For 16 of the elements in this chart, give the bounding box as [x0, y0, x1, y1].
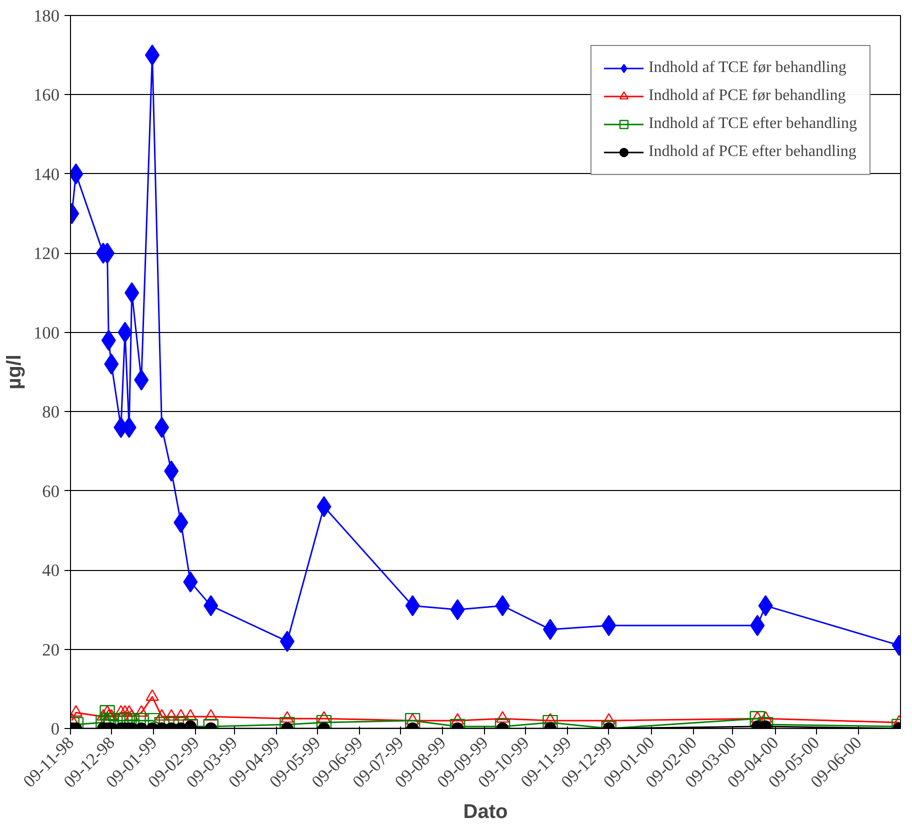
legend-label: Indhold af TCE efter behandling: [648, 115, 857, 133]
y-tick-label: 0: [50, 720, 60, 738]
y-tick-label: 140: [34, 164, 60, 184]
y-tick-label: 180: [34, 6, 60, 26]
y-tick-label: 80: [42, 402, 60, 422]
y-tick-label: 160: [34, 86, 60, 105]
y-tick-label: 120: [34, 244, 60, 264]
y-tick-label: 20: [42, 640, 60, 660]
y-tick-label: 100: [34, 323, 60, 342]
y-tick-label: 40: [42, 561, 60, 580]
legend-label: Indhold af TCE før behandling: [648, 59, 846, 77]
x-axis-title: Dato: [463, 800, 508, 823]
y-tick-label: 60: [42, 482, 60, 501]
y-axis-title: µg/l: [4, 354, 26, 390]
legend-label: Indhold af PCE efter behandling: [648, 143, 856, 161]
legend-label: Indhold af PCE før behandling: [648, 87, 846, 105]
